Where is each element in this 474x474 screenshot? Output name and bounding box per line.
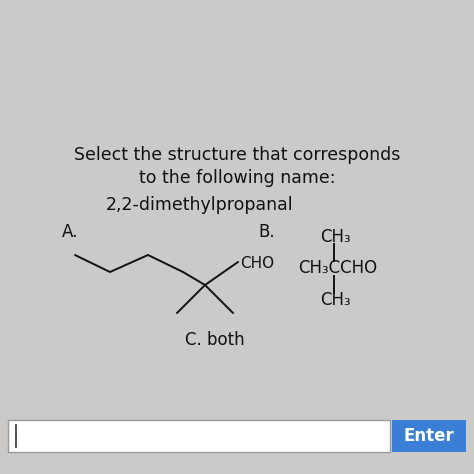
- Text: A.: A.: [62, 223, 78, 241]
- Text: CH₃CCHO: CH₃CCHO: [298, 259, 377, 277]
- FancyBboxPatch shape: [392, 420, 466, 452]
- Text: Enter: Enter: [404, 427, 455, 445]
- Text: CH₃: CH₃: [320, 291, 351, 309]
- Text: to the following name:: to the following name:: [139, 169, 335, 187]
- Text: Select the structure that corresponds: Select the structure that corresponds: [74, 146, 400, 164]
- Text: B.: B.: [258, 223, 274, 241]
- Text: CHO: CHO: [240, 256, 274, 272]
- Text: 2,2-dimethylpropanal: 2,2-dimethylpropanal: [106, 196, 294, 214]
- FancyBboxPatch shape: [8, 420, 390, 452]
- Text: CH₃: CH₃: [320, 228, 351, 246]
- Text: C. both: C. both: [185, 331, 245, 349]
